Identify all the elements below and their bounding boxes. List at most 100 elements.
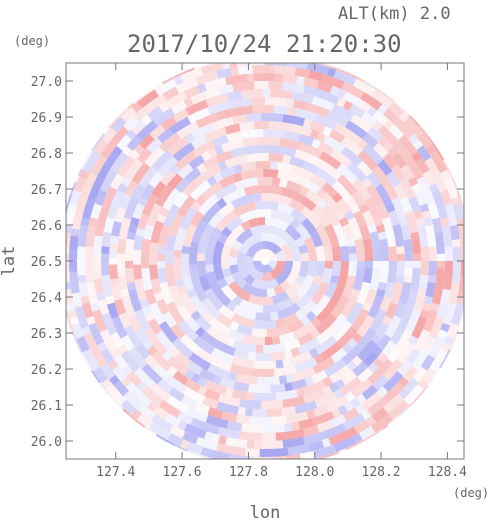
radar-cell: [207, 101, 231, 115]
radar-cell: [334, 210, 346, 221]
radar-cell: [66, 225, 73, 234]
radar-cell: [427, 135, 433, 143]
radar-cell: [404, 210, 419, 234]
radar-cell: [101, 274, 113, 298]
radar-cell: [352, 78, 376, 97]
radar-cell: [362, 301, 373, 312]
radar-cell: [215, 290, 232, 307]
radar-cell: [328, 435, 338, 446]
radar-cell: [120, 334, 135, 352]
radar-cell: [384, 281, 396, 298]
radar-cell: [350, 397, 361, 409]
radar-cell: [315, 261, 325, 277]
radar-cell: [150, 220, 164, 244]
radar-cell: [74, 193, 89, 217]
radar-cell: [367, 224, 378, 234]
radar-cell: [429, 348, 448, 372]
radar-cell: [88, 217, 99, 227]
radar-cell: [428, 315, 445, 339]
radar-cell: [405, 157, 424, 181]
radar-cell: [340, 126, 363, 146]
radar-cell: [311, 138, 322, 149]
radar-cell: [159, 206, 170, 217]
radar-cell: [272, 335, 281, 345]
radar-cell: [184, 132, 195, 144]
radar-cell: [239, 398, 262, 409]
radar-cell: [393, 183, 408, 200]
radar-cell: [364, 245, 373, 261]
radar-cell: [306, 63, 330, 76]
radar-cell: [330, 148, 353, 168]
radar-cell: [367, 126, 384, 142]
radar-cell: [122, 408, 130, 415]
radar-cell: [229, 321, 240, 332]
radar-cell: [197, 193, 220, 216]
radar-cell: [278, 375, 288, 385]
radar-cell: [113, 380, 130, 397]
radar-cell: [85, 224, 97, 247]
radar-cell: [263, 342, 287, 354]
radar-cell: [372, 142, 389, 159]
radar-cell: [316, 132, 327, 143]
radar-cell: [444, 246, 453, 261]
radar-cell: [224, 123, 241, 135]
radar-cell: [134, 367, 155, 389]
radar-cell: [350, 113, 373, 133]
radar-cell: [205, 414, 229, 429]
radar-cell: [69, 271, 80, 294]
radar-cell: [211, 347, 235, 364]
radar-cell: [392, 140, 413, 163]
radar-cell: [195, 71, 219, 86]
radar-cell: [419, 203, 430, 213]
radar-cell: [385, 171, 401, 188]
radar-cell: [88, 176, 105, 200]
radar-cell: [139, 298, 150, 309]
radar-cell: [138, 133, 155, 150]
radar-cell: [67, 194, 72, 203]
radar-cell: [342, 91, 366, 109]
radar-cell: [263, 129, 286, 139]
radar-cell: [173, 227, 187, 251]
radar-cell: [168, 213, 184, 237]
radar-cell: [218, 435, 227, 445]
radar-cell: [247, 310, 257, 321]
radar-cell: [451, 261, 461, 283]
radar-cell: [363, 80, 378, 90]
radar-cell: [273, 105, 289, 115]
radar-cell: [109, 151, 129, 174]
radar-cell: [352, 361, 369, 377]
radar-cell: [219, 342, 236, 356]
radar-cell: [365, 415, 377, 427]
radar-cell: [270, 383, 286, 393]
radar-cell: [449, 224, 460, 241]
radar-cell: [362, 267, 373, 284]
radar-cell: [328, 364, 352, 384]
radar-cell: [179, 334, 202, 355]
radar-cell: [263, 89, 271, 98]
radar-cell: [345, 197, 361, 215]
radar-cell: [303, 379, 327, 396]
radar-cell: [431, 189, 445, 207]
radar-cell: [143, 224, 155, 241]
radar-cell: [404, 288, 419, 312]
radar-cell: [316, 80, 326, 91]
radar-cell: [211, 433, 221, 444]
radar-cell: [99, 382, 110, 395]
radar-cell: [200, 331, 224, 351]
radar-cell: [324, 223, 340, 248]
radar-cell: [197, 385, 208, 396]
radar-cell: [340, 136, 363, 157]
radar-cell: [370, 413, 394, 433]
radar-cell: [371, 411, 383, 423]
radar-cell: [277, 169, 301, 184]
radar-cell: [141, 363, 163, 385]
radar-cell: [110, 332, 124, 349]
radar-cell: [123, 196, 139, 220]
radar-cell: [204, 431, 214, 442]
radar-cell: [246, 73, 255, 82]
radar-cell: [219, 377, 236, 390]
radar-cell: [350, 378, 373, 398]
radar-cell: [189, 294, 209, 318]
radar-cell: [431, 367, 441, 381]
radar-cell: [299, 142, 323, 159]
